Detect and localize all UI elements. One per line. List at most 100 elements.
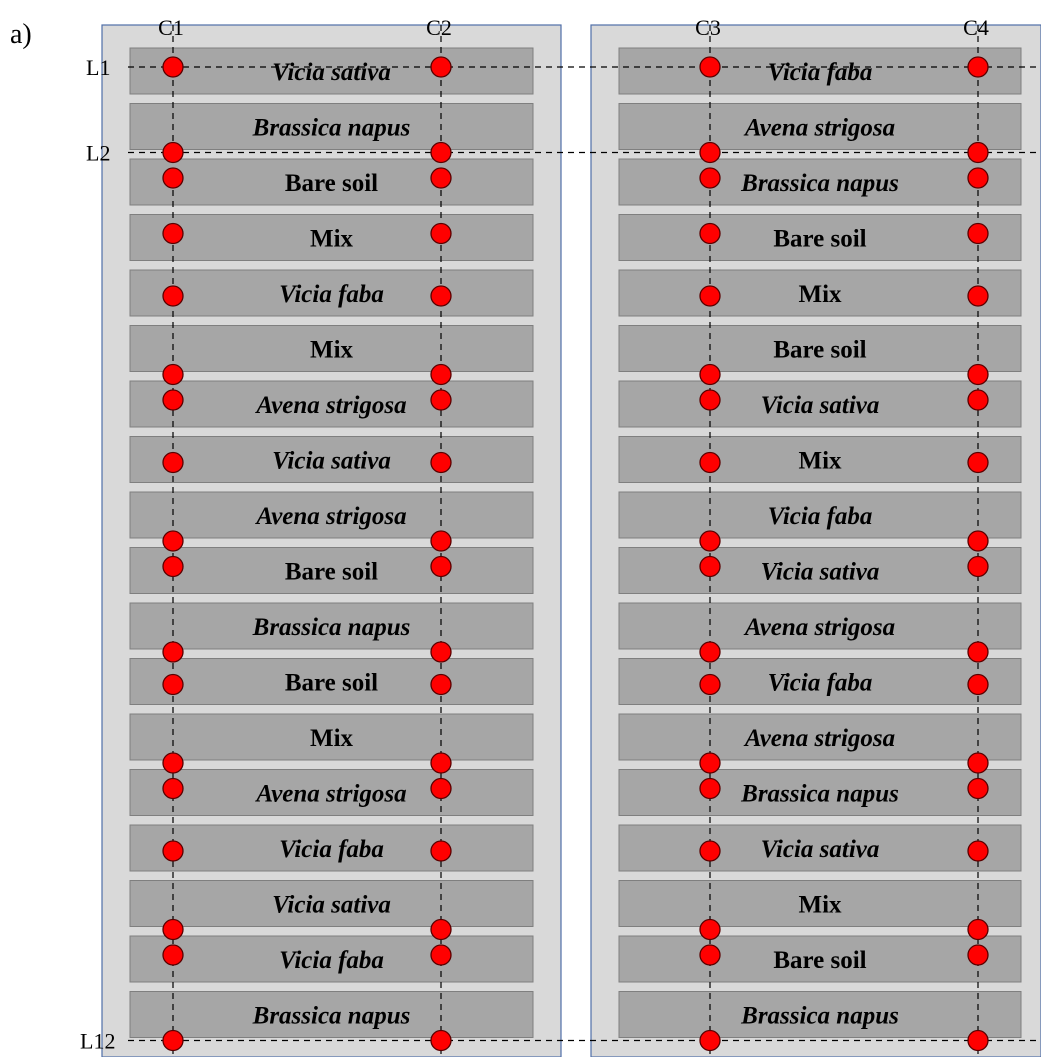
sampling-point-icon xyxy=(162,530,184,552)
plot-strip xyxy=(129,214,534,261)
sampling-point-icon xyxy=(967,944,989,966)
plot-label: Bare soil xyxy=(773,226,866,253)
plot-label: Mix xyxy=(798,281,842,308)
sampling-point-icon xyxy=(699,285,721,307)
plot-label: Avena strigosa xyxy=(254,781,406,808)
plot-label: Mix xyxy=(310,226,354,253)
sampling-point-icon xyxy=(162,363,184,386)
plot-strip xyxy=(129,991,534,1038)
column-label: C4 xyxy=(963,15,989,40)
sampling-point-icon xyxy=(162,641,184,663)
grid-labels: L1 L2 L12 C1 C2 C3 C4 xyxy=(80,15,989,1054)
sampling-point-icon xyxy=(699,167,721,189)
plot-label: Mix xyxy=(798,448,842,475)
sampling-point-icon xyxy=(699,918,721,941)
sampling-point-icon xyxy=(967,555,989,578)
plot-label: Vicia sativa xyxy=(761,836,880,863)
sampling-point-icon xyxy=(430,1029,452,1052)
plot-strip xyxy=(129,602,534,650)
sampling-point-icon xyxy=(430,673,452,696)
plot-strips: Vicia sativa Brassica napus Bare soil Mix Vi… xyxy=(129,47,1022,1038)
plot-strip xyxy=(618,158,1022,206)
sampling-point-icon xyxy=(967,56,989,78)
plot-label: Brassica napus xyxy=(252,614,411,641)
plot-strip xyxy=(129,713,534,761)
sampling-point-icon xyxy=(699,840,721,862)
plot-label: Brassica napus xyxy=(252,1003,411,1030)
plot-strip xyxy=(618,602,1022,650)
plot-strip xyxy=(618,380,1022,428)
sampling-point-icon xyxy=(699,944,721,966)
plot-strip xyxy=(129,269,534,317)
plot-label: Brassica napus xyxy=(740,170,899,197)
plot-label: Vicia faba xyxy=(279,836,384,863)
plot-label: Avena strigosa xyxy=(743,115,895,142)
figure-label: a) xyxy=(10,19,32,50)
sampling-point-icon xyxy=(967,389,989,411)
sampling-point-icon xyxy=(162,918,184,941)
plot-strip xyxy=(618,880,1022,927)
plot-strip xyxy=(618,769,1022,816)
plot-label: Vicia sativa xyxy=(761,559,880,586)
row-label: L1 xyxy=(86,55,110,80)
sampling-point-icon xyxy=(430,141,452,164)
plot-strip xyxy=(129,47,534,95)
sampling-point-icon xyxy=(162,389,184,411)
plot-strip xyxy=(618,713,1022,761)
sampling-point-icon xyxy=(162,673,184,696)
sampling-point-icon xyxy=(967,530,989,552)
plot-label: Bare soil xyxy=(285,559,378,586)
plot-label: Vicia sativa xyxy=(761,392,880,419)
sampling-point-icon xyxy=(699,56,721,78)
sampling-point-icon xyxy=(430,389,452,411)
plot-strip xyxy=(129,103,534,150)
sampling-point-icon xyxy=(430,752,452,774)
plot-label: Avena strigosa xyxy=(743,725,895,752)
plot-strip xyxy=(618,547,1022,594)
sampling-guide-lines xyxy=(128,25,1041,1057)
sampling-point-icon xyxy=(162,752,184,774)
plot-strip xyxy=(129,436,534,483)
sampling-point-icon xyxy=(430,641,452,663)
sampling-point-icon xyxy=(967,222,989,245)
sampling-point-icon xyxy=(430,56,452,78)
plot-label: Vicia faba xyxy=(768,503,873,530)
plot-strip xyxy=(618,325,1022,372)
plot-label: Bare soil xyxy=(773,947,866,974)
sampling-point-icon xyxy=(699,389,721,411)
plot-strip xyxy=(129,658,534,705)
column-label: C2 xyxy=(426,15,452,40)
sampling-point-icon xyxy=(162,1029,184,1052)
plot-label: Brassica napus xyxy=(740,781,899,808)
sampling-point-icon xyxy=(967,285,989,307)
sampling-point-icon xyxy=(699,555,721,578)
row-label: L2 xyxy=(86,141,110,166)
sampling-point-icon xyxy=(430,840,452,862)
plot-strip xyxy=(129,325,534,372)
sampling-point-icon xyxy=(967,918,989,941)
sampling-point-icon xyxy=(162,222,184,245)
sampling-point-icon xyxy=(967,167,989,189)
sampling-point-icon xyxy=(967,673,989,696)
sampling-point-icon xyxy=(430,363,452,386)
sampling-point-icon xyxy=(967,1029,989,1052)
sampling-point-icon xyxy=(162,944,184,966)
plot-label: Vicia faba xyxy=(279,947,384,974)
plot-label: Vicia sativa xyxy=(272,892,391,919)
plot-strip xyxy=(618,103,1022,150)
sampling-point-icon xyxy=(430,167,452,189)
plot-label: Avena strigosa xyxy=(254,392,406,419)
plot-strip xyxy=(129,824,534,872)
sampling-point-icon xyxy=(967,363,989,386)
plot-strip xyxy=(129,380,534,428)
plot-label: Bare soil xyxy=(773,337,866,364)
sampling-point-icon xyxy=(699,777,721,800)
plot-strip xyxy=(618,436,1022,483)
plot-strip xyxy=(618,935,1022,983)
sampling-point-icon xyxy=(162,56,184,78)
sampling-point-icon xyxy=(430,918,452,941)
sampling-points xyxy=(162,56,989,1052)
row-label: L12 xyxy=(80,1029,115,1054)
plot-strip xyxy=(129,158,534,206)
